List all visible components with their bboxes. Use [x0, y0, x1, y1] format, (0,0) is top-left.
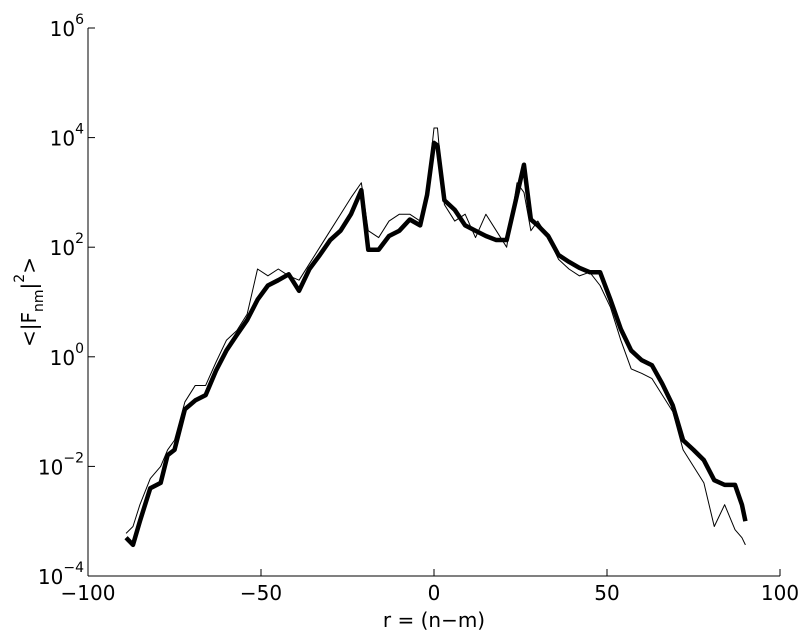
y-tick-exponent: 2	[75, 231, 84, 247]
x-tick-label: 50	[594, 581, 619, 605]
y-label-part: >	[17, 257, 41, 274]
y-tick-label: 10−4	[38, 560, 84, 589]
y-axis-label: <|Fnm|2>	[12, 257, 47, 347]
y-tick-label: 100	[50, 341, 84, 370]
y-tick-base: 10	[50, 236, 75, 260]
y-tick-exponent: 4	[75, 122, 84, 138]
y-tick-label: 104	[50, 122, 84, 151]
series-line	[124, 140, 748, 548]
y-label-part: |	[17, 283, 41, 290]
y-label-part: nm	[31, 289, 47, 312]
x-tick-label: 100	[761, 581, 799, 605]
x-axis-label: r = (n−m)	[383, 608, 485, 632]
y-tick-base: 10	[50, 17, 75, 41]
series-line	[125, 127, 746, 546]
y-label-part: <|F	[17, 312, 41, 347]
x-tick-label: −50	[240, 581, 282, 605]
y-tick-exponent: −4	[63, 560, 84, 576]
y-tick-exponent: −2	[63, 450, 84, 466]
y-tick-label: 106	[50, 12, 84, 41]
y-tick-base: 10	[38, 455, 63, 479]
y-tick-label: 102	[50, 231, 84, 260]
x-tick-label: 0	[428, 581, 441, 605]
y-tick-base: 10	[38, 565, 63, 589]
y-tick-exponent: 6	[75, 12, 84, 28]
y-tick-label: 10−2	[38, 450, 84, 479]
y-label-part: 2	[12, 274, 28, 283]
y-tick-base: 10	[50, 127, 75, 151]
y-tick-exponent: 0	[75, 341, 84, 357]
x-tick-label: −100	[61, 581, 116, 605]
y-tick-base: 10	[50, 346, 75, 370]
